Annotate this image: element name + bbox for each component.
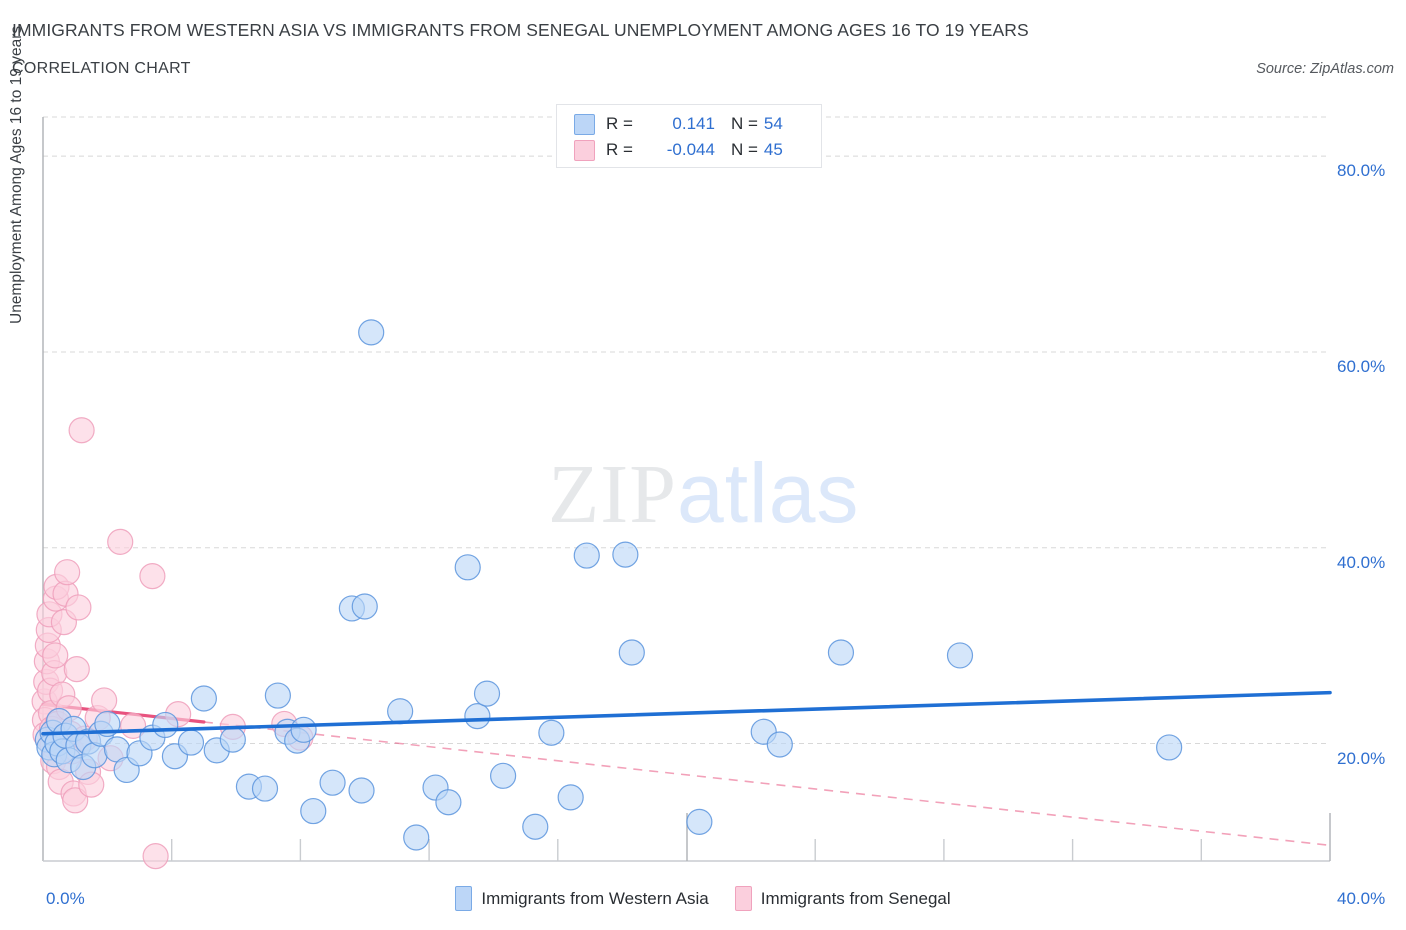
correlation-legend: R = 0.141 N = 54 R = -0.044 N = 45: [556, 104, 822, 168]
series-legend: Immigrants from Western Asia Immigrants …: [0, 886, 1406, 911]
series-label-western-asia: Immigrants from Western Asia: [481, 888, 709, 908]
series-swatch-senegal: [734, 886, 752, 911]
legend-swatch-senegal: [574, 139, 595, 161]
data-point: [827, 639, 855, 666]
data-point: [91, 687, 118, 714]
data-points-senegal: [31, 417, 314, 870]
y-tick-label-20: 20.0%: [1337, 748, 1386, 768]
data-point: [573, 542, 600, 569]
data-point: [473, 680, 501, 707]
legend-row-senegal: R = -0.044 N = 45: [574, 137, 783, 163]
series-swatch-western-asia: [455, 886, 473, 911]
data-point: [300, 797, 327, 825]
data-point: [142, 843, 169, 870]
data-point: [358, 319, 385, 346]
series-label-senegal: Immigrants from Senegal: [760, 888, 951, 908]
x-axis-max-label: 40.0%: [1337, 889, 1386, 908]
legend-r-label-2: R =: [606, 140, 633, 159]
y-tick-label-40: 40.0%: [1337, 552, 1386, 572]
legend-n-label-1: N =: [730, 114, 758, 133]
data-point: [319, 769, 346, 796]
chart-subtitle: CORRELATION CHART: [12, 60, 191, 77]
data-point: [435, 789, 462, 816]
trendline-western-asia: [41, 690, 1332, 736]
page-title: IMMIGRANTS FROM WESTERN ASIA VS IMMIGRAN…: [12, 20, 1029, 40]
data-point: [1156, 734, 1183, 761]
data-point: [42, 642, 69, 669]
data-point: [686, 808, 713, 835]
data-points-western-asia: [34, 319, 1183, 851]
x-axis-min-label: 0.0%: [46, 889, 85, 908]
data-point: [946, 642, 974, 669]
data-point: [348, 777, 375, 804]
data-point: [612, 541, 639, 568]
source-label: Source: ZipAtlas.com: [1256, 61, 1394, 77]
data-point: [490, 762, 517, 789]
data-point: [152, 711, 179, 739]
data-point: [264, 682, 291, 709]
gridlines: [43, 116, 1330, 745]
data-point: [618, 639, 645, 666]
data-point: [464, 703, 491, 730]
data-point: [387, 698, 414, 725]
legend-swatch-western-asia: [574, 113, 595, 135]
data-point: [65, 594, 92, 621]
series-legend-item-senegal[interactable]: Immigrants from Senegal: [734, 886, 951, 911]
series-legend-item-western-asia[interactable]: Immigrants from Western Asia: [455, 886, 709, 911]
data-point: [351, 593, 378, 620]
data-point: [219, 726, 246, 753]
data-point: [190, 685, 217, 712]
data-point: [107, 528, 134, 555]
legend-row-western-asia: R = 0.141 N = 54: [574, 111, 783, 137]
legend-n-label-2: N =: [730, 140, 758, 159]
data-point: [139, 563, 166, 590]
data-point: [251, 775, 279, 802]
data-point: [522, 813, 549, 840]
legend-n-value-2: 45: [763, 140, 783, 159]
legend-r-value-1: 0.141: [672, 114, 715, 133]
data-point: [63, 656, 90, 683]
data-point: [766, 731, 793, 758]
legend-n-value-1: 54: [763, 114, 783, 133]
data-point: [557, 784, 584, 811]
legend-r-label-1: R =: [606, 114, 633, 133]
data-point: [62, 787, 89, 814]
data-point: [454, 554, 481, 581]
data-point: [403, 824, 430, 851]
data-point: [68, 417, 95, 444]
x-axis-ticks: [170, 839, 1203, 861]
y-tick-label-80: 80.0%: [1337, 161, 1386, 181]
data-point: [290, 716, 317, 743]
data-point: [538, 719, 565, 746]
legend-r-value-2: -0.044: [666, 140, 715, 159]
data-point: [54, 559, 81, 586]
data-point: [177, 729, 205, 756]
y-tick-label-60: 60.0%: [1337, 356, 1386, 376]
